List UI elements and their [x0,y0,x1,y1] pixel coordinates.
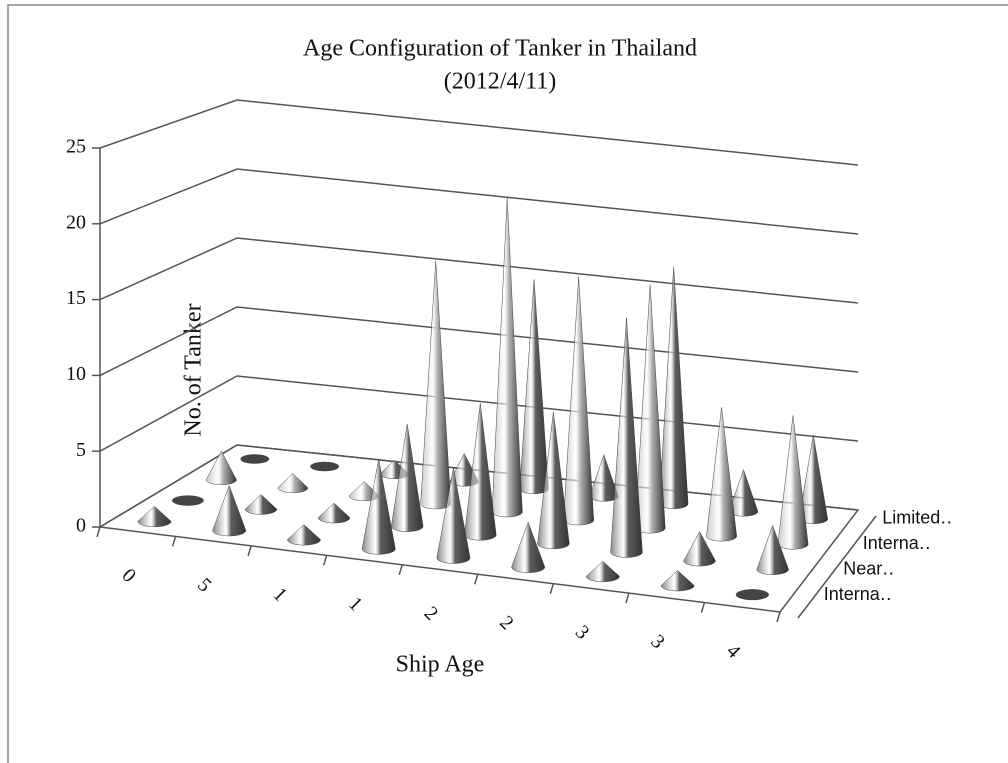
legend-label: Interna‥ [824,584,892,604]
cone [317,502,351,524]
cone [491,197,523,518]
cone-body [244,494,278,515]
x-tick [398,564,403,575]
cone [205,450,237,485]
y-tick-label: 25 [66,136,86,158]
grid-line [99,306,859,377]
cone [172,495,204,506]
cone-base [172,495,204,506]
depth-axis [797,515,877,619]
x-tick [322,555,328,566]
y-tick-label: 15 [66,287,86,309]
cone [706,407,737,542]
cone [277,473,309,494]
cone [660,570,695,592]
y-tick-label: 20 [66,211,86,233]
cone [537,411,570,550]
cone [287,524,321,546]
chart-subtitle: (2012/4/11) [444,69,556,95]
cone-body [205,450,237,485]
x-axis-title: Ship Age [396,652,485,678]
x-tick [549,583,555,594]
legend-label: Interna‥ [863,533,931,553]
cone-body [491,197,523,518]
cone-body [137,506,172,528]
cone [659,266,689,509]
cone [589,453,619,502]
cone [244,494,278,515]
y-tick-label: 0 [76,515,86,537]
x-tick [776,611,781,623]
cone [436,468,471,564]
x-tick-label: 3 [571,621,594,644]
x-tick [247,545,252,557]
cone [735,589,770,601]
cone [212,484,247,537]
x-tick-label: 1 [269,583,292,606]
x-tick [700,602,706,613]
cone [586,561,620,583]
cone-body [586,561,620,583]
y-axis-title: No. of Tanker [181,303,207,436]
cone-body [391,423,424,532]
y-tick-label: 5 [76,439,86,461]
cone-body [436,468,471,564]
grid-line [99,99,859,166]
cone-base [310,461,339,472]
cone-body [519,279,549,494]
x-tick-label: 5 [193,574,216,597]
cone-body [634,284,666,534]
cone [634,284,666,534]
cone-body [511,521,546,573]
chart-title: Age Configuration of Tanker in Thailand [303,36,697,62]
x-tick-label: 1 [344,593,367,616]
grid-line [99,237,859,304]
cone-body [277,473,309,494]
cone-body [563,276,595,526]
x-tick-label: 3 [646,631,669,654]
cone [683,531,716,567]
cone-body [361,458,396,555]
cone-body [610,317,643,558]
cone [137,506,172,528]
legend-label: Limited‥ [882,508,952,528]
x-tick-label: 0 [117,564,140,587]
x-tick [171,536,177,547]
x-tick-label: 4 [722,640,745,663]
cone [511,521,546,573]
cone-body [317,502,351,524]
cone-body [589,453,619,502]
chart-border [7,4,1008,763]
cone [240,454,270,464]
cone-base [240,454,270,464]
cone-body [287,524,321,546]
cone [391,423,424,532]
cone-body [659,266,689,509]
cone [310,461,339,472]
cone-body [537,411,570,550]
x-tick [625,592,630,604]
cone [563,276,595,526]
cone-body [212,484,247,537]
cone-base [735,589,770,601]
cone [519,279,549,494]
cone [756,524,789,575]
y-tick-label: 10 [66,363,86,385]
cone [610,317,643,558]
x-tick [474,574,479,585]
cone-body [683,531,716,567]
x-tick-label: 2 [420,602,443,625]
legend-label: Near‥ [843,559,894,579]
cone [361,458,396,555]
cone [420,260,452,510]
cone-body [660,570,695,592]
cone-body [706,407,737,542]
cone-body [420,260,452,510]
x-tick [96,526,101,538]
grid-line [99,168,859,235]
x-tick-label: 2 [495,612,518,635]
cone-body [756,524,789,575]
